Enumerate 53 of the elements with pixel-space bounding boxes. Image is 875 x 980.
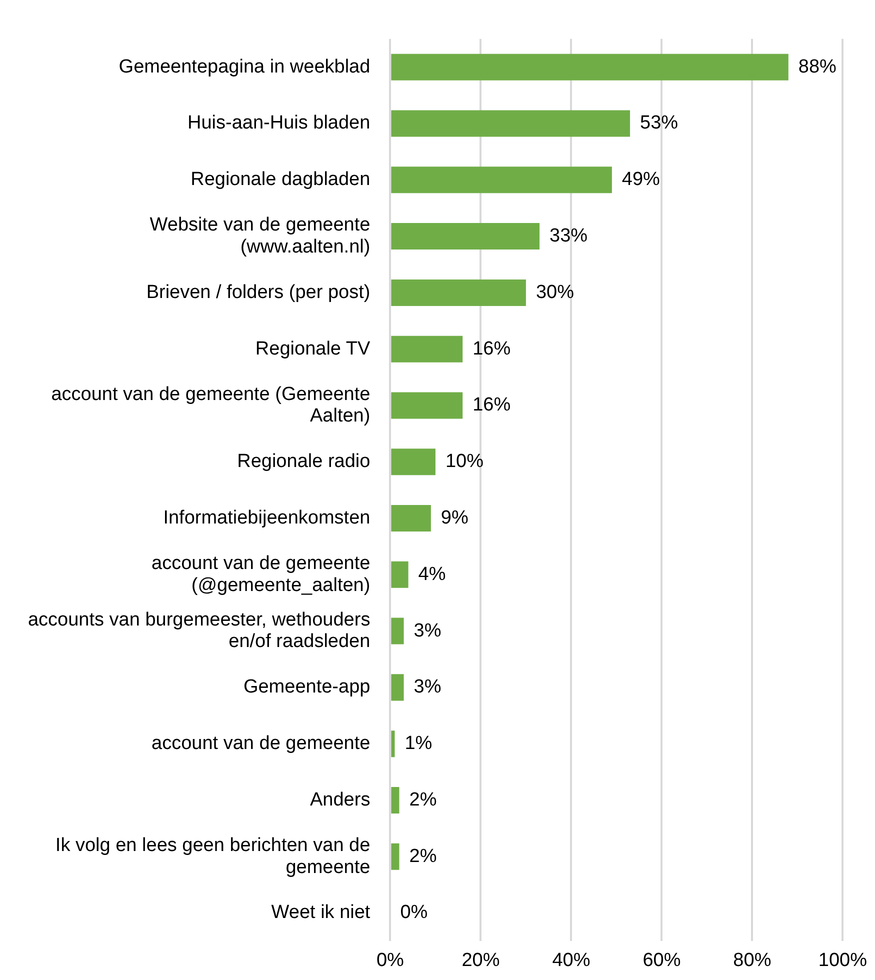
y-tick-label: account van de gemeente (@gemeente_aalten) xyxy=(152,552,370,596)
y-tick-label: Informatiebijeenkomsten xyxy=(163,507,370,528)
data-label: 16% xyxy=(472,394,511,416)
y-tick-label: account van de gemeente (Gemeente Aalten) xyxy=(51,384,370,427)
data-label: 1% xyxy=(404,733,432,754)
data-label: 49% xyxy=(622,169,660,190)
data-label: 30% xyxy=(536,282,574,303)
x-tick-label: 80% xyxy=(733,950,772,971)
data-label: 2% xyxy=(409,789,437,810)
bar xyxy=(391,618,404,644)
bar xyxy=(391,392,463,419)
x-tick-label: 60% xyxy=(642,950,681,971)
y-tick-label: Gemeente-app xyxy=(243,676,370,698)
bar xyxy=(391,110,630,137)
y-tick-label: Regionale TV xyxy=(255,338,371,360)
bar xyxy=(391,730,395,758)
bar xyxy=(391,674,404,701)
y-tick-label: Anders xyxy=(310,789,370,810)
data-label: 3% xyxy=(414,620,442,642)
y-tick-label: accounts van burgemeester, wethouders en/of raadsleden xyxy=(28,609,370,652)
y-tick-label: Ik volg en lees geen berichten van de gemeente xyxy=(55,834,370,878)
y-tick-label: Regionale radio xyxy=(237,451,370,472)
data-label: 2% xyxy=(409,846,437,867)
bar xyxy=(391,505,431,532)
x-tick-label: 20% xyxy=(462,950,500,971)
bar xyxy=(391,336,463,362)
y-tick-label: Website van de gemeente (www.aalten.nl) xyxy=(150,214,370,258)
data-label: 88% xyxy=(798,56,837,78)
x-tick-label: 0% xyxy=(376,950,404,971)
y-tick-label: Weet ik niet xyxy=(271,902,371,924)
data-label: 33% xyxy=(550,226,588,247)
data-label: 10% xyxy=(445,451,484,472)
y-tick-label: Brieven / folders (per post) xyxy=(146,282,370,303)
x-tick-label: 100% xyxy=(818,950,868,971)
data-label: 0% xyxy=(400,902,428,924)
y-tick-label: account van de gemeente xyxy=(152,733,370,754)
y-tick-label: Regionale dagbladen xyxy=(190,169,370,190)
data-label: 3% xyxy=(414,676,442,698)
bar xyxy=(391,54,788,80)
bar xyxy=(391,448,436,476)
bar xyxy=(391,166,612,194)
data-label: 16% xyxy=(472,338,511,360)
data-label: 4% xyxy=(418,564,446,585)
bar xyxy=(391,223,540,250)
bar xyxy=(391,843,400,870)
data-label: 9% xyxy=(440,507,468,528)
bar xyxy=(391,786,400,814)
bar xyxy=(391,279,526,306)
x-tick-label: 40% xyxy=(552,950,590,971)
y-tick-label: Huis-aan-Huis bladen xyxy=(187,112,370,134)
bar xyxy=(391,561,408,588)
data-label: 53% xyxy=(640,112,678,134)
y-tick-label: Gemeentepagina in weekblad xyxy=(118,56,370,78)
